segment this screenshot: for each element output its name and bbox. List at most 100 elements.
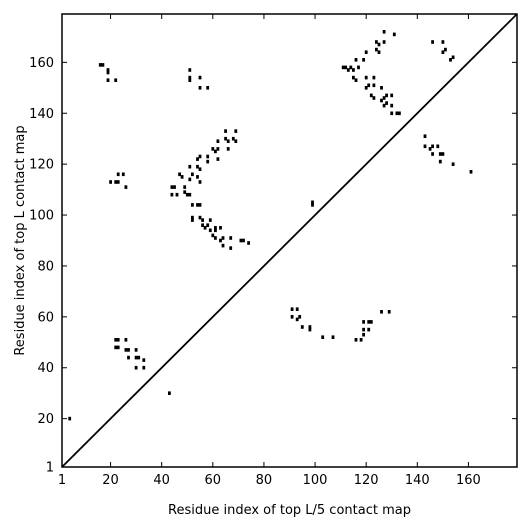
contact-point xyxy=(106,70,110,75)
contact-point xyxy=(308,325,312,329)
contact-point xyxy=(300,325,304,329)
contact-point xyxy=(451,55,455,60)
contact-point xyxy=(188,78,192,82)
contact-point xyxy=(449,58,452,62)
contact-point xyxy=(290,315,294,319)
contact-point xyxy=(98,63,102,67)
contact-point xyxy=(311,200,314,205)
contact-point xyxy=(229,246,233,250)
contact-point xyxy=(208,228,212,233)
contact-point xyxy=(382,30,386,34)
contact-point xyxy=(206,159,210,164)
contact-point xyxy=(216,147,220,151)
contact-point xyxy=(231,136,235,141)
contact-point xyxy=(234,139,238,143)
contact-point xyxy=(183,185,187,189)
contact-point xyxy=(354,58,358,62)
contact-point xyxy=(298,315,302,319)
x-tick-label: 1 xyxy=(58,473,66,488)
contact-point xyxy=(198,86,202,90)
contact-point xyxy=(127,355,130,360)
contact-point xyxy=(211,233,215,238)
contact-point xyxy=(198,180,202,184)
contact-point xyxy=(295,307,299,311)
contact-point xyxy=(221,243,225,248)
contact-point xyxy=(206,223,210,227)
contact-point xyxy=(106,68,110,72)
contact-point xyxy=(68,416,72,421)
contact-point xyxy=(372,75,376,80)
diagonal-layer xyxy=(61,13,518,468)
contact-point xyxy=(211,147,215,151)
y-tick-label: 120 xyxy=(29,158,54,173)
contact-point xyxy=(362,58,365,62)
contact-point xyxy=(441,50,445,54)
contact-point xyxy=(116,180,120,184)
contact-point xyxy=(390,103,394,108)
y-tick-label: 80 xyxy=(37,259,54,274)
contact-point xyxy=(216,157,220,161)
contact-point xyxy=(451,162,455,166)
contact-point xyxy=(221,236,225,240)
diagonal-line xyxy=(61,13,518,468)
contact-point xyxy=(382,40,386,44)
contact-point xyxy=(295,317,299,322)
points-layer xyxy=(68,30,473,421)
contact-point xyxy=(385,101,388,105)
plot-frame xyxy=(61,13,518,468)
contact-point xyxy=(375,40,378,44)
y-tick-label: 20 xyxy=(37,412,54,427)
contact-point xyxy=(191,218,194,222)
contact-point xyxy=(431,40,434,44)
x-tick-label: 60 xyxy=(205,473,222,488)
contact-point xyxy=(364,86,368,90)
contact-point xyxy=(239,238,243,243)
contact-point xyxy=(349,65,353,70)
contact-point xyxy=(308,327,312,332)
contact-point xyxy=(423,144,427,149)
x-tick-label: 100 xyxy=(303,473,328,488)
contact-point xyxy=(142,365,146,370)
contact-point xyxy=(196,164,199,169)
contact-point xyxy=(377,42,381,47)
contact-point xyxy=(175,192,179,197)
contact-point xyxy=(395,111,399,116)
contact-point xyxy=(344,65,348,70)
contact-point xyxy=(431,144,434,149)
contact-point xyxy=(367,327,371,332)
contact-point xyxy=(168,391,171,395)
x-axis-label: Residue index of top L/5 contact map xyxy=(168,503,411,518)
contact-point xyxy=(226,139,230,143)
contact-point xyxy=(352,68,355,72)
contact-point xyxy=(124,348,128,352)
contact-point xyxy=(428,147,432,151)
contact-point xyxy=(191,203,194,207)
contact-point xyxy=(214,226,217,230)
contact-point xyxy=(214,228,217,233)
contact-point xyxy=(247,241,250,245)
contact-point xyxy=(183,190,187,194)
contact-point xyxy=(170,185,174,189)
contact-point xyxy=(380,86,383,90)
contact-point xyxy=(219,238,222,243)
contact-point xyxy=(114,78,118,82)
contact-point xyxy=(423,134,427,138)
y-tick-label: 100 xyxy=(29,209,54,224)
contact-point xyxy=(116,338,120,342)
contact-point xyxy=(444,47,447,52)
y-tick-label: 1 xyxy=(46,461,54,476)
contact-point xyxy=(142,358,146,362)
contact-point xyxy=(382,103,386,108)
contact-point xyxy=(188,164,192,169)
contact-point xyxy=(441,152,445,156)
contact-point xyxy=(242,238,245,243)
contact-point xyxy=(208,218,212,222)
contact-point xyxy=(469,170,473,174)
contact-point xyxy=(196,157,199,161)
contact-point xyxy=(224,129,227,133)
contact-point xyxy=(234,129,238,133)
contact-point xyxy=(198,215,202,220)
contact-point xyxy=(191,172,194,177)
contact-point xyxy=(203,226,207,230)
